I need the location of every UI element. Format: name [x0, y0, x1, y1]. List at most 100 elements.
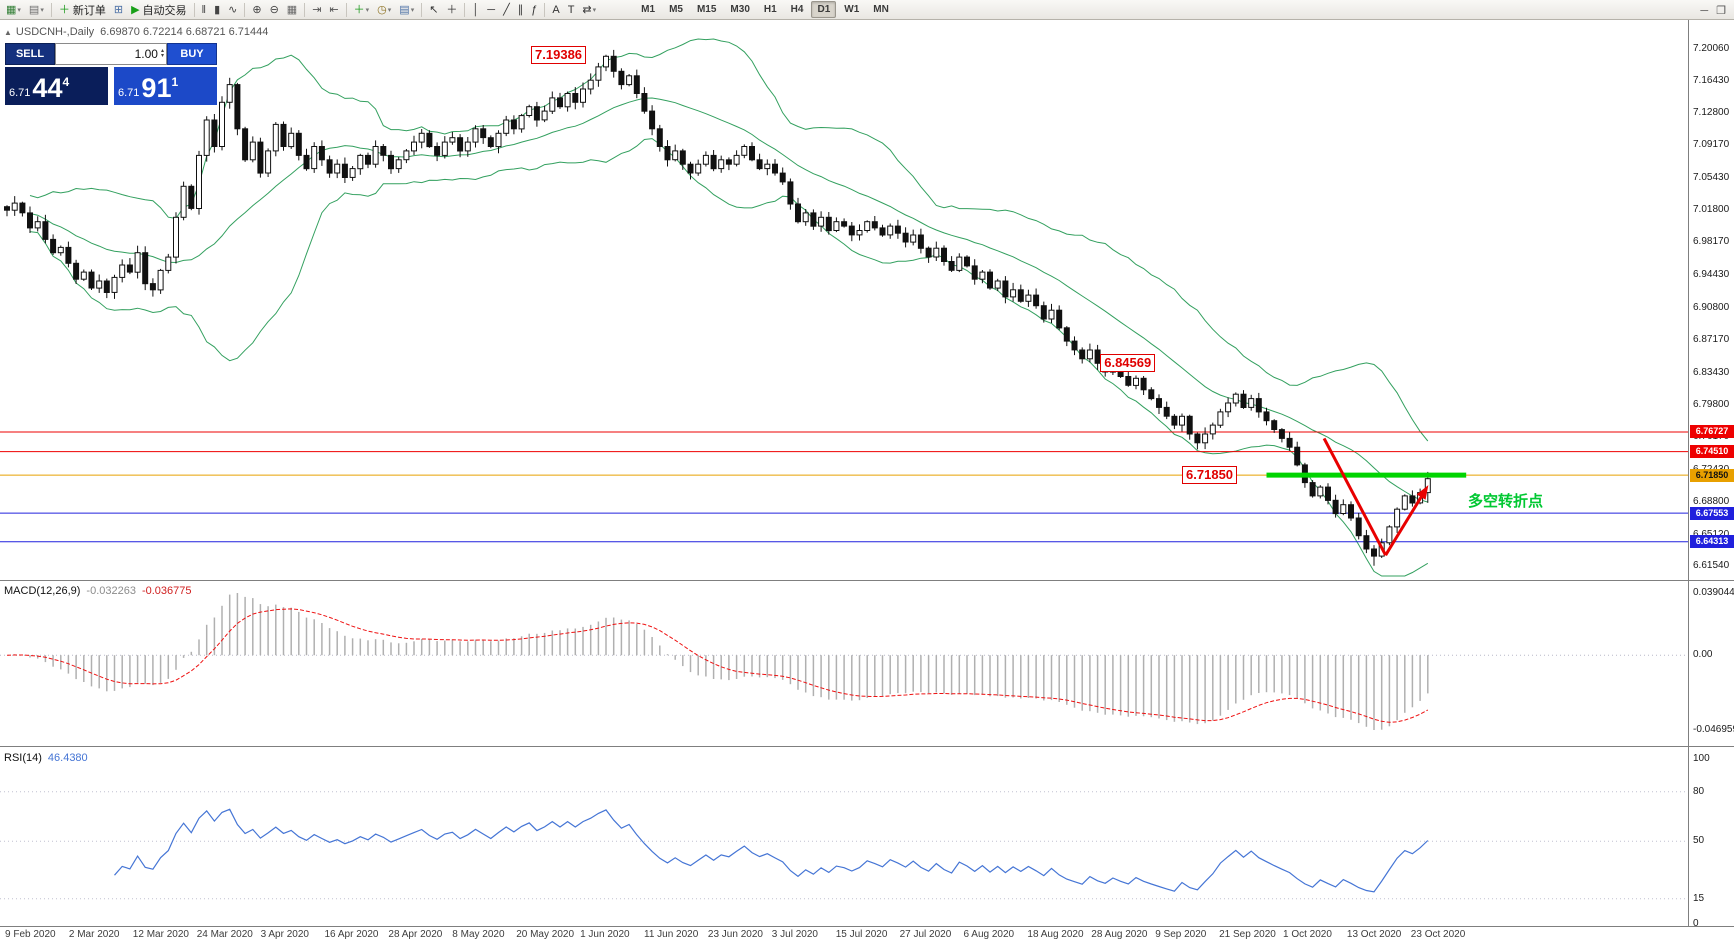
- price-axis-label: 6.87170: [1693, 333, 1730, 345]
- rsi-value: 46.4380: [47, 752, 88, 764]
- zoom-in-icon[interactable]: ⊕: [248, 0, 265, 20]
- hline-icon[interactable]: ─: [483, 0, 499, 20]
- buy-price-button[interactable]: 6.71 91 1: [114, 67, 217, 105]
- sell-price-sup: 4: [62, 75, 70, 89]
- auto-trading-button[interactable]: ▶ 自动交易: [127, 0, 190, 20]
- vline-icon[interactable]: │: [468, 0, 483, 20]
- macd-signal-value: -0.036775: [141, 585, 192, 597]
- trendline-icon[interactable]: ╱: [499, 0, 514, 20]
- new-order-button-label: 新订单: [72, 4, 106, 17]
- sell-button[interactable]: SELL: [5, 43, 55, 65]
- bollinger-bands: [29, 38, 1429, 577]
- chevron-down-icon[interactable]: ▾: [40, 6, 44, 14]
- trendline-icon: ╱: [503, 3, 510, 16]
- profiles-icon[interactable]: ▤ ▾: [25, 0, 48, 20]
- timeframe-button-mn[interactable]: MN: [873, 4, 889, 15]
- one-click-toggle-icon[interactable]: ▲: [4, 28, 12, 37]
- volume-stepper[interactable]: ▴ ▾: [160, 48, 164, 59]
- arrows-icon[interactable]: ⇄ ▾: [578, 0, 600, 20]
- candle-chart-icon: ▮: [214, 3, 221, 16]
- template-icon: ▤: [399, 3, 410, 16]
- timeframe-button-m5[interactable]: M5: [669, 4, 683, 15]
- rsi-axis-label: 50: [1693, 835, 1705, 847]
- chevron-down-icon[interactable]: ▾: [387, 6, 392, 14]
- periods-icon: ◷: [377, 3, 387, 16]
- label-icon[interactable]: T: [564, 0, 579, 20]
- buy-price-small: 6.71: [118, 87, 140, 99]
- price-axis-label: 6.61540: [1693, 560, 1730, 572]
- profiles-icon: ▤: [28, 3, 40, 16]
- candle-chart-icon[interactable]: ▮: [210, 0, 224, 20]
- horizontal-lines[interactable]: [0, 431, 1688, 543]
- chart-shift-icon: ⇤: [329, 3, 339, 16]
- timeframe-button-h4[interactable]: H4: [790, 4, 804, 15]
- date-axis-label: 16 Apr 2020: [324, 929, 379, 940]
- auto-trading-button: ▶: [131, 3, 140, 16]
- price-callout-label: 7.19386: [531, 45, 587, 64]
- macd-histogram: [13, 593, 1429, 730]
- chart-shift-icon[interactable]: ⇤: [325, 0, 342, 20]
- tile-windows-icon[interactable]: ▦: [283, 0, 301, 20]
- crosshair-icon[interactable]: ＋: [442, 0, 461, 20]
- indicators-icon[interactable]: ＋ ▾: [350, 0, 374, 20]
- price-axis-label: 6.65120: [1693, 528, 1730, 540]
- label-icon: T: [567, 3, 575, 16]
- hline-price-tag: 6.64313: [1690, 535, 1734, 549]
- macd-signal-line: [6, 608, 1429, 723]
- price-axis-label: 6.98170: [1693, 236, 1730, 248]
- chevron-down-icon[interactable]: ▾: [365, 6, 370, 14]
- rsi-level-lines: [0, 791, 1688, 900]
- date-axis-label: 9 Feb 2020: [5, 929, 56, 940]
- template-icon[interactable]: ▤ ▾: [395, 0, 418, 20]
- zoom-out-icon[interactable]: ⊖: [266, 0, 283, 20]
- crosshair-icon: ＋: [446, 3, 458, 16]
- chevron-down-icon[interactable]: ▾: [17, 6, 21, 14]
- price-axis-label: 6.83430: [1693, 366, 1730, 378]
- volume-input[interactable]: 1.00 ▴ ▾: [55, 43, 167, 65]
- timeframe-button-m15[interactable]: M15: [696, 4, 717, 15]
- zoom-in-icon: ⊕: [252, 3, 262, 16]
- restore-icon: ❐: [1716, 5, 1726, 17]
- chart-window-icon[interactable]: ⊞: [110, 0, 127, 20]
- timeframe-button-d1[interactable]: D1: [811, 1, 837, 18]
- price-callout-label: 6.84569: [1100, 353, 1156, 372]
- rsi-line: [114, 808, 1429, 893]
- toolbar-separator: [304, 2, 306, 17]
- chevron-down-icon[interactable]: ▾: [592, 6, 597, 14]
- cursor-icon[interactable]: ↖: [425, 0, 442, 20]
- toolbar-separator: [345, 2, 347, 17]
- chevron-down-icon[interactable]: ▾: [410, 6, 415, 14]
- toolbar-right-group: ─ ❐: [1696, 1, 1730, 21]
- timeframe-button-h1[interactable]: H1: [763, 4, 777, 15]
- date-axis-label: 8 May 2020: [452, 929, 505, 940]
- one-click-trading-panel: SELL 1.00 ▴ ▾ BUY 6.71 44 4 6.71 91 1: [5, 43, 217, 105]
- periods-icon[interactable]: ◷ ▾: [373, 0, 395, 20]
- sell-price-button[interactable]: 6.71 44 4: [5, 67, 108, 105]
- macd-axis-label: 0.00: [1693, 649, 1713, 661]
- timeframe-button-w1[interactable]: W1: [844, 4, 860, 15]
- channel-icon[interactable]: ∥: [514, 0, 528, 20]
- new-chart-icon: ▦: [6, 3, 17, 16]
- fibonacci-icon[interactable]: ƒ: [527, 0, 541, 20]
- date-axis-label: 3 Apr 2020: [260, 929, 309, 940]
- trend-arrow[interactable]: [1322, 437, 1429, 556]
- text-icon[interactable]: A: [548, 0, 563, 20]
- timeframe-button-m30[interactable]: M30: [730, 4, 750, 15]
- toolbar: ▦ ▾ ▤ ▾ ＋新订单 ⊞ ▶ 自动交易 ‖ ▮ ∿ ⊕ ⊖ ▦ ⇥ ⇤ ＋ ▾ ◷ ▾ ▤ ▾ ↖ ＋ │ ─ ╱ ∥ ƒ A T ⇄ ▾ …: [0, 0, 1734, 20]
- bar-chart-icon[interactable]: ‖: [198, 0, 211, 20]
- minimize-icon[interactable]: ─: [1696, 1, 1712, 21]
- toolbar-item-group: ▦ ▾ ▤ ▾ ＋新订单 ⊞ ▶ 自动交易 ‖ ▮ ∿ ⊕ ⊖ ▦ ⇥ ⇤ ＋ ▾ ◷ ▾ ▤ ▾ ↖ ＋ │ ─ ╱ ∥ ƒ A T ⇄ ▾: [2, 0, 600, 20]
- new-chart-icon[interactable]: ▦ ▾: [2, 0, 25, 20]
- restore-icon[interactable]: ❐: [1712, 1, 1730, 21]
- timeframe-button-group: M1 M5 M15 M30 H1 H4 D1 W1 MN: [634, 1, 896, 18]
- line-chart-icon[interactable]: ∿: [224, 0, 241, 20]
- price-axis-label: 6.79800: [1693, 398, 1730, 410]
- auto-trading-button-label: 自动交易: [142, 4, 187, 17]
- timeframe-button-m1[interactable]: M1: [641, 4, 656, 15]
- new-order-button[interactable]: ＋新订单: [55, 0, 110, 20]
- price-axis-label: 7.12800: [1693, 106, 1730, 118]
- buy-button[interactable]: BUY: [167, 43, 217, 65]
- auto-scroll-icon[interactable]: ⇥: [308, 0, 325, 20]
- date-axis-label: 12 Mar 2020: [132, 929, 189, 940]
